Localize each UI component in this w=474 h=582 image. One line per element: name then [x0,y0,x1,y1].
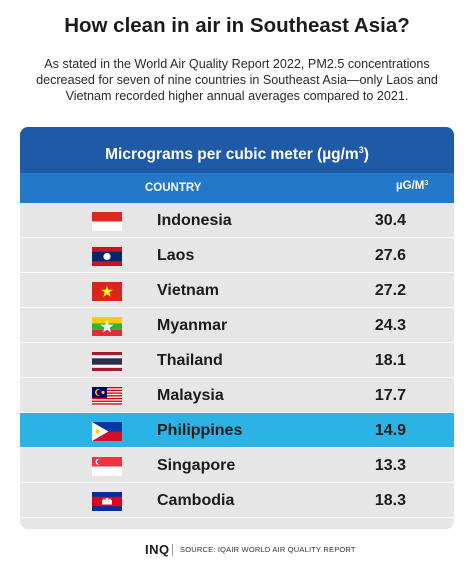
myanmar-flag-icon [92,317,122,336]
thailand-flag-icon [92,352,122,371]
philippines-flag-icon [92,422,122,441]
table-body: Indonesia 30.4 Laos 27.6 Vietnam 27.2 Myanmar 2… [20,203,454,518]
concentration-value: 30.4 [374,212,406,229]
table-row: Singapore 13.3 [20,448,454,483]
concentration-value: 17.7 [374,387,406,404]
table-row: Vietnam 27.2 [20,273,454,308]
column-header-value: µG/M3 [396,180,428,192]
concentration-value: 18.3 [374,492,406,509]
footer: INQ SOURCE: IQAIR WORLD AIR QUALITY REPO… [0,542,474,562]
column-header-value-text: µG/M [396,180,425,192]
table-row: Thailand 18.1 [20,343,454,378]
country-name: Vietnam [157,282,219,299]
data-table-card: Micrograms per cubic meter (µg/m3) COUNT… [20,127,454,529]
column-header-country: COUNTRY [145,182,202,194]
country-name: Laos [157,247,195,264]
country-name: Myanmar [157,317,228,334]
country-name: Singapore [157,457,236,474]
concentration-value: 14.9 [374,422,406,439]
cambodia-flag-icon [92,492,122,511]
table-row: Laos 27.6 [20,238,454,273]
country-name: Indonesia [157,212,232,229]
vietnam-flag-icon [92,282,122,301]
table-row: Philippines 14.9 [20,413,454,448]
page-subtitle: As stated in the World Air Quality Repor… [36,57,438,103]
laos-flag-icon [92,247,122,266]
country-name: Cambodia [157,492,235,509]
table-header-text: Micrograms per cubic meter (µg/m [105,146,359,163]
country-name: Thailand [157,352,223,369]
table-header-sup: 3 [358,145,364,155]
malaysia-flag-icon [92,387,122,406]
table-header-close: ) [363,146,369,163]
concentration-value: 13.3 [374,457,406,474]
table-row: Cambodia 18.3 [20,483,454,518]
country-name: Philippines [157,422,243,439]
concentration-value: 24.3 [374,317,406,334]
page-title: How clean in air in Southeast Asia? [64,14,410,37]
table-header: Micrograms per cubic meter (µg/m3) [20,127,454,173]
concentration-value: 27.6 [374,247,406,264]
table-row: Indonesia 30.4 [20,203,454,238]
country-name: Malaysia [157,387,224,404]
column-headers: COUNTRY µG/M3 [20,173,454,203]
inquirer-logo: INQ [145,542,170,557]
indonesia-flag-icon [92,212,122,231]
concentration-value: 27.2 [374,282,406,299]
singapore-flag-icon [92,457,122,476]
source-note: SOURCE: IQAIR WORLD AIR QUALITY REPORT [180,545,356,554]
table-row: Myanmar 24.3 [20,308,454,343]
column-header-value-sup: 3 [424,180,429,187]
table-row: Malaysia 17.7 [20,378,454,413]
footer-divider [172,544,173,556]
concentration-value: 18.1 [374,352,406,369]
